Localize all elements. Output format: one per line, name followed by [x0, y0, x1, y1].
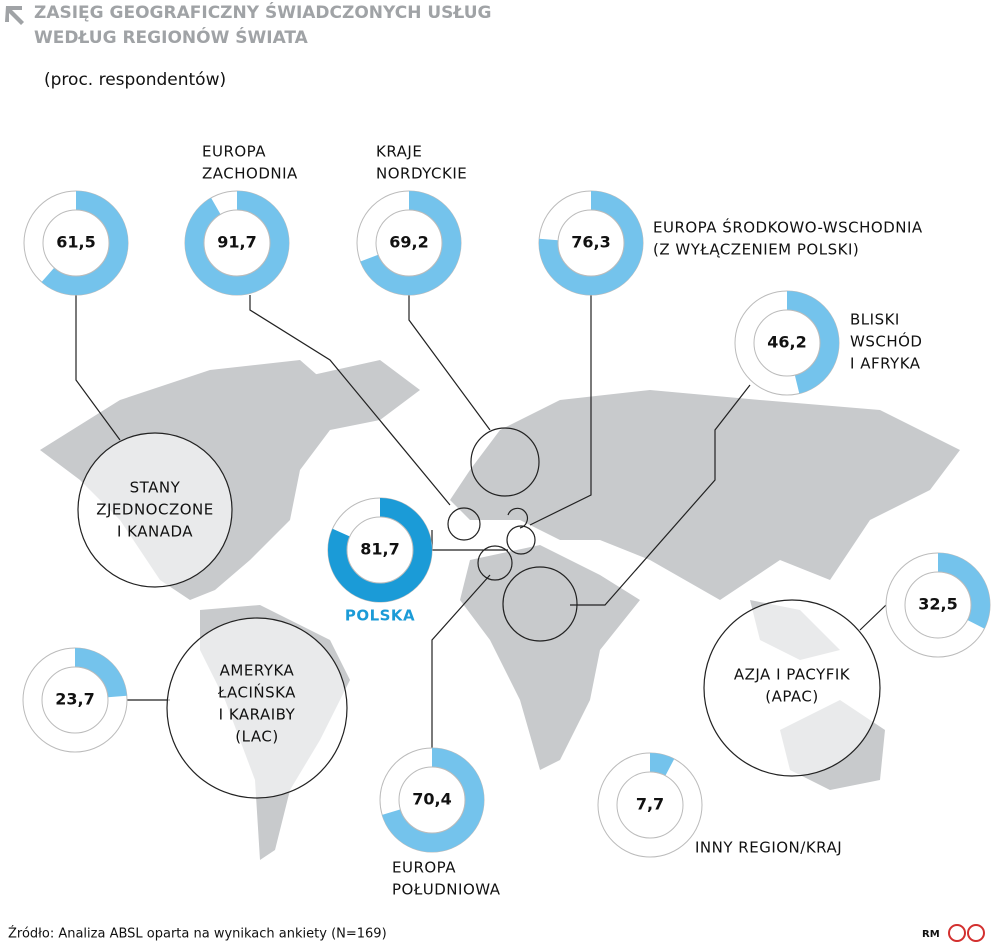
region-label: AMERYKA: [220, 662, 295, 680]
region-label: NORDYCKIE: [376, 165, 467, 183]
donut-value: 61,5: [56, 233, 95, 252]
logo: [967, 924, 985, 942]
donut-value: 46,2: [767, 333, 806, 352]
donut-value: 81,7: [360, 540, 399, 559]
region-label: STANY: [130, 479, 181, 497]
region-label: KRAJE: [376, 143, 422, 161]
title-line: WEDŁUG REGIONÓW ŚWIATA: [34, 26, 309, 48]
donut-inner: [203, 209, 271, 277]
region-label: POŁUDNIOWA: [392, 881, 501, 899]
donut-segment: [75, 648, 127, 698]
donut-value: 70,4: [412, 790, 451, 809]
donut-inner: [42, 209, 110, 277]
donut-value: 69,2: [389, 233, 428, 252]
region-label: ZACHODNIA: [202, 165, 298, 183]
donut-inner: [557, 209, 625, 277]
donut-value: 32,5: [918, 595, 957, 614]
region-label: INNY REGION/KRAJ: [695, 839, 842, 857]
region-label: EUROPA: [202, 143, 266, 161]
region-label: (Z WYŁĄCZENIEM POLSKI): [653, 241, 859, 259]
donut-inner: [616, 771, 684, 839]
region-ring: [77, 432, 233, 588]
donut-inner: [346, 516, 414, 584]
donut-segment: [184, 191, 289, 295]
region-label: I AFRYKA: [850, 355, 921, 373]
region-label: BLISKI: [850, 311, 900, 329]
region-label: ZJEDNOCZONE: [96, 501, 214, 519]
donut-value: 23,7: [55, 690, 94, 709]
logo: [948, 924, 966, 942]
donut-inner: [398, 766, 466, 834]
donut-segment: [787, 291, 839, 394]
region-label: (APAC): [765, 688, 819, 706]
donut-segment: [360, 191, 461, 295]
region-label: EUROPA: [392, 859, 456, 877]
donut-inner: [904, 571, 972, 639]
region-label: EUROPA ŚRODKOWO-WSCHODNIA: [653, 218, 923, 237]
arrow-icon: [5, 6, 24, 25]
connectors: [75, 295, 887, 748]
region-label: I KARAIBY: [219, 706, 296, 724]
region-ring: [166, 617, 348, 799]
subtitle: (proc. respondentów): [44, 70, 226, 90]
source: Źródło: Analiza ABSL oparta na wynikach …: [8, 926, 387, 942]
region-label: WSCHÓD: [850, 332, 922, 351]
donut-inner: [753, 309, 821, 377]
region-label: AZJA I PACYFIK: [734, 666, 851, 684]
donut-value: 7,7: [636, 795, 664, 814]
donut-segment: [538, 191, 643, 296]
donut-segment: [327, 498, 432, 602]
region-label: (LAC): [235, 728, 278, 746]
donut-segment: [41, 191, 128, 295]
donut-inner: [375, 209, 443, 277]
donut-segment: [650, 753, 675, 776]
credit: RM: [922, 929, 940, 940]
region-label: I KANADA: [117, 523, 193, 541]
title-line: ZASIĘG GEOGRAFICZNY ŚWIADCZONYCH USŁUG: [34, 1, 491, 23]
donut-inner: [41, 666, 109, 734]
donut-value: 91,7: [217, 233, 256, 252]
region-ring: [703, 599, 881, 777]
donut-segment: [382, 748, 485, 853]
region-label: ŁACIŃSKA: [217, 683, 296, 702]
region-label: POLSKA: [345, 607, 415, 625]
donut-segment: [938, 553, 990, 629]
donut-value: 76,3: [571, 233, 610, 252]
